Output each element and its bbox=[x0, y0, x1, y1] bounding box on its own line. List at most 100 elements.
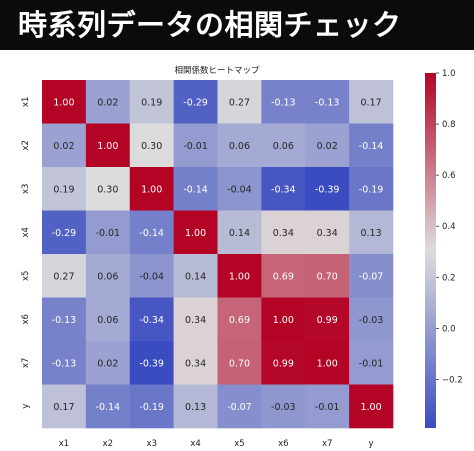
cell-value-label: 0.34 bbox=[185, 315, 206, 326]
cell-value-label: -0.14 bbox=[359, 141, 384, 152]
heatmap-cell bbox=[173, 123, 218, 168]
y-axis-tick-labels: x1 x2 x3 x4 x5 x6 x7 y bbox=[21, 97, 31, 409]
chart-title: 相関係数ヒートマップ bbox=[174, 65, 260, 76]
cell-value-label: 1.00 bbox=[141, 184, 162, 195]
cell-value-label: 0.27 bbox=[53, 271, 74, 282]
cell-value-label: -0.14 bbox=[183, 184, 208, 195]
y-tick-label: x5 bbox=[21, 271, 31, 281]
heatmap-cell bbox=[129, 297, 174, 342]
heatmap-cell bbox=[217, 167, 262, 211]
heatmap-cell bbox=[305, 167, 350, 211]
cell-value-label: -0.07 bbox=[227, 402, 252, 413]
cell-value-label: 0.19 bbox=[53, 184, 74, 195]
heatmap-cell bbox=[305, 80, 350, 124]
heatmap-cell bbox=[85, 210, 131, 255]
cell-value-label: -0.19 bbox=[139, 402, 164, 413]
x-tick-label: x4 bbox=[190, 439, 200, 449]
x-tick-label: x5 bbox=[234, 439, 244, 449]
heatmap-cell bbox=[173, 167, 218, 211]
heatmap-cell bbox=[305, 123, 350, 168]
cell-value-label: 0.17 bbox=[53, 402, 74, 413]
cell-value-label: -0.14 bbox=[96, 402, 121, 413]
heatmap-cell bbox=[173, 384, 218, 429]
cell-value-label: -0.29 bbox=[52, 228, 77, 239]
heatmap-cell bbox=[261, 341, 306, 385]
cell-value-label: 0.02 bbox=[97, 97, 118, 108]
heatmap-cell bbox=[349, 80, 394, 124]
heatmap-cell bbox=[217, 297, 262, 342]
heatmap-cell bbox=[129, 123, 174, 168]
heatmap-cell bbox=[42, 123, 87, 168]
y-tick-label: x1 bbox=[21, 97, 31, 107]
cell-value-label: 1.00 bbox=[273, 315, 294, 326]
x-tick-label: x3 bbox=[146, 439, 156, 449]
heatmap-cell bbox=[173, 341, 218, 385]
heatmap-cell bbox=[129, 341, 174, 385]
heatmap-cell bbox=[85, 254, 131, 298]
cell-value-label: -0.39 bbox=[315, 184, 340, 195]
cell-value-label: -0.03 bbox=[359, 315, 384, 326]
cell-value-label: 0.02 bbox=[317, 141, 338, 152]
colorbar-tick-label: 0.4 bbox=[442, 222, 456, 232]
x-tick-label: x1 bbox=[59, 439, 69, 449]
cell-value-label: -0.01 bbox=[315, 402, 340, 413]
cell-value-label: 0.69 bbox=[229, 315, 250, 326]
heatmap-cell bbox=[261, 123, 306, 168]
heatmap-cell bbox=[42, 80, 87, 124]
heatmap-cell bbox=[173, 297, 218, 342]
heatmap-cell bbox=[85, 297, 131, 342]
heatmap-cells: 1.00 0.02 0.19 -0.29 0.27 -0.13 -0.13 0.17 0.02 1… bbox=[42, 80, 394, 429]
colorbar: −0.2 0.0 0.2 0.4 0.6 0.8 1.0 bbox=[425, 69, 463, 428]
heatmap-cell bbox=[261, 254, 306, 298]
y-tick-label: x4 bbox=[21, 227, 31, 237]
heatmap-cell bbox=[349, 210, 394, 255]
page-title: 時系列データの相関チェック bbox=[18, 8, 402, 42]
heatmap-cell bbox=[217, 384, 262, 429]
y-tick-label: x3 bbox=[21, 184, 31, 194]
cell-value-label: -0.01 bbox=[183, 141, 208, 152]
cell-value-label: 0.13 bbox=[185, 402, 206, 413]
heatmap-cell bbox=[217, 123, 262, 168]
x-tick-label: y bbox=[369, 439, 374, 449]
heatmap-cell bbox=[129, 80, 174, 124]
heatmap-cell bbox=[42, 210, 87, 255]
heatmap-cell bbox=[349, 297, 394, 342]
heatmap-cell bbox=[305, 297, 350, 342]
heatmap-cell bbox=[85, 80, 131, 124]
heatmap-cell bbox=[173, 254, 218, 298]
heatmap-cell bbox=[349, 167, 394, 211]
colorbar-tick-label: 1.0 bbox=[442, 69, 456, 79]
cell-value-label: -0.34 bbox=[271, 184, 296, 195]
cell-value-label: 0.06 bbox=[97, 271, 118, 282]
heatmap-cell bbox=[85, 341, 131, 385]
cell-value-label: 0.69 bbox=[273, 271, 294, 282]
x-tick-label: x2 bbox=[103, 439, 113, 449]
heatmap-cell bbox=[305, 384, 350, 429]
cell-value-label: -0.13 bbox=[271, 97, 296, 108]
heatmap-cell bbox=[349, 341, 394, 385]
heatmap-cell bbox=[42, 254, 87, 298]
colorbar-tick-label: 0.8 bbox=[442, 120, 456, 130]
cell-value-label: 1.00 bbox=[317, 358, 338, 369]
cell-value-label: 1.00 bbox=[53, 97, 74, 108]
page-banner: 時系列データの相関チェック bbox=[0, 0, 474, 50]
y-tick-label: x7 bbox=[21, 358, 31, 368]
x-tick-label: x7 bbox=[322, 439, 332, 449]
cell-value-label: 0.14 bbox=[229, 228, 250, 239]
heatmap-cell bbox=[129, 254, 174, 298]
cell-value-label: 1.00 bbox=[229, 271, 250, 282]
x-tick-label: x6 bbox=[278, 439, 288, 449]
heatmap-cell bbox=[42, 297, 87, 342]
cell-value-label: -0.03 bbox=[271, 402, 296, 413]
cell-value-label: 0.34 bbox=[273, 228, 294, 239]
cell-value-label: 0.14 bbox=[185, 271, 206, 282]
colorbar-tick-label: 0.2 bbox=[442, 273, 456, 283]
cell-value-label: 0.19 bbox=[141, 97, 162, 108]
cell-value-label: -0.29 bbox=[183, 97, 208, 108]
cell-value-label: 0.02 bbox=[97, 358, 118, 369]
y-tick-label: y bbox=[21, 404, 31, 409]
cell-value-label: 0.02 bbox=[53, 141, 74, 152]
heatmap-cell bbox=[349, 254, 394, 298]
cell-value-label: -0.04 bbox=[139, 271, 164, 282]
cell-value-label: -0.14 bbox=[139, 228, 164, 239]
